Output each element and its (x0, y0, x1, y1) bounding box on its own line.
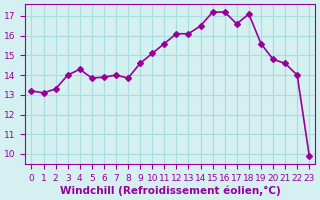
X-axis label: Windchill (Refroidissement éolien,°C): Windchill (Refroidissement éolien,°C) (60, 185, 281, 196)
